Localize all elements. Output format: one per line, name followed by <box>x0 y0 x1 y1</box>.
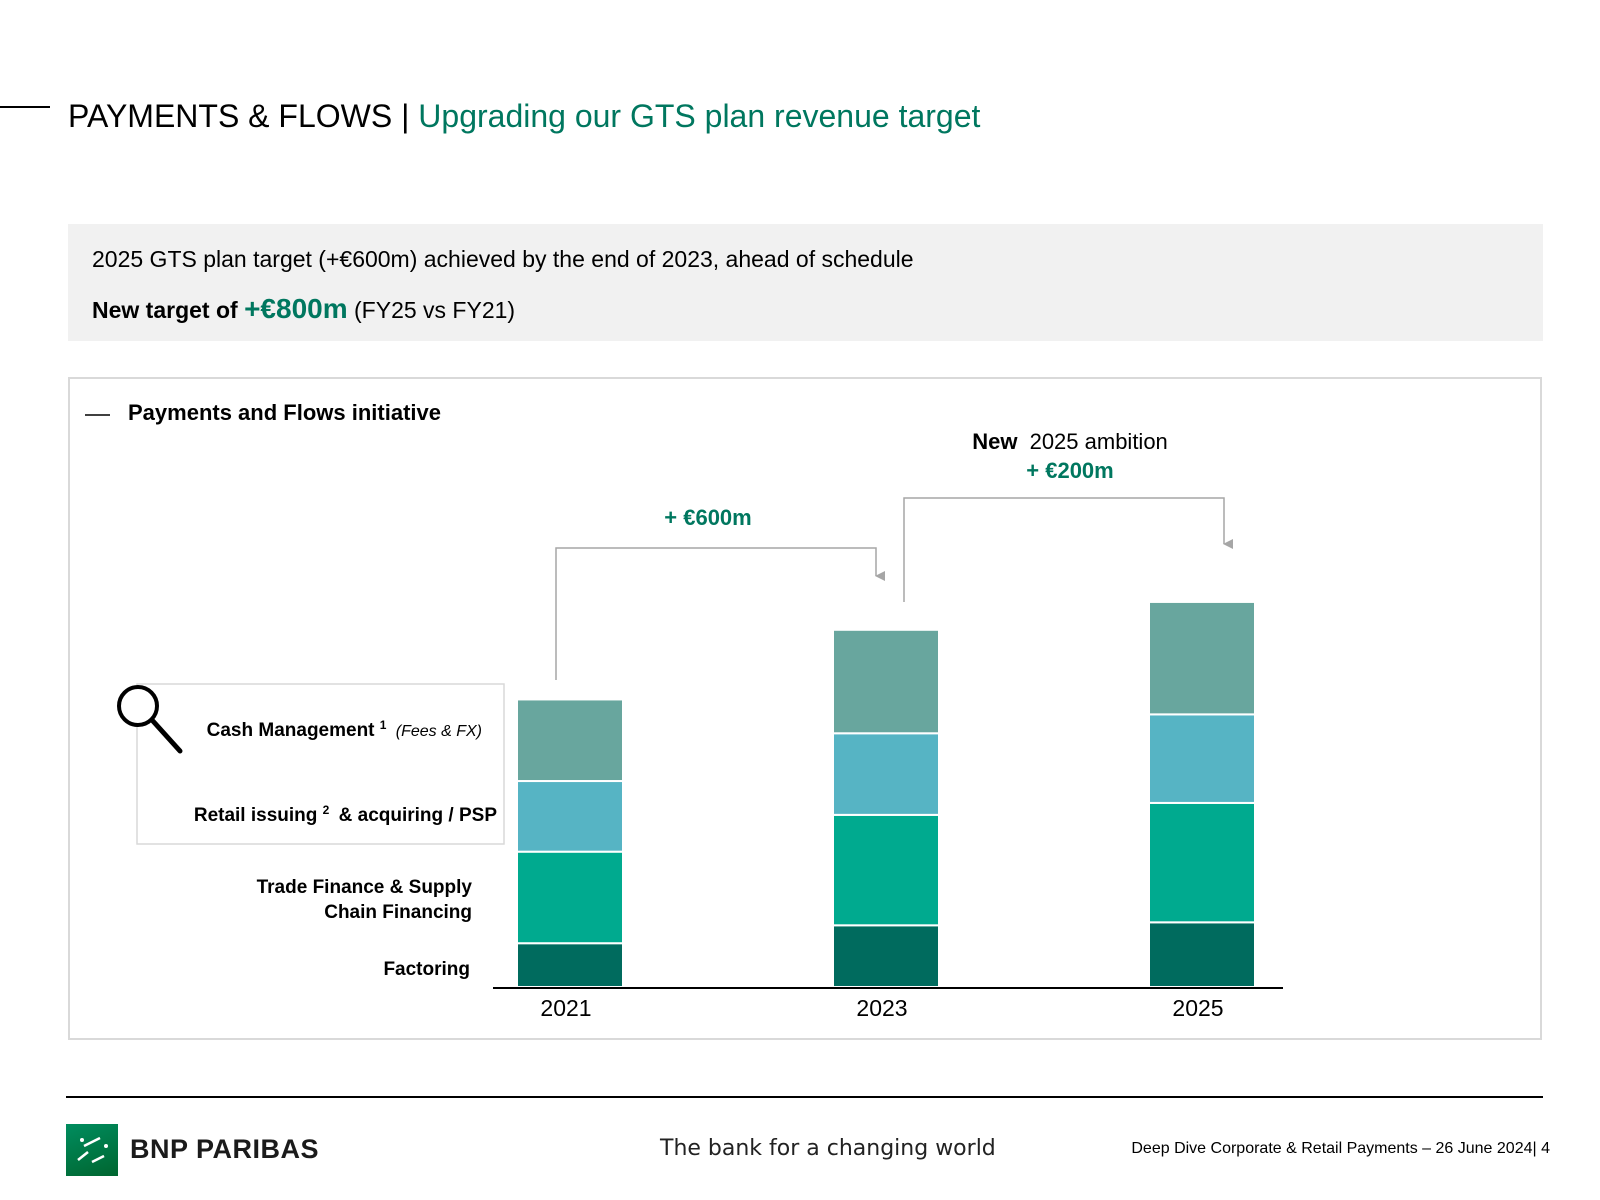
new-target-suffix: (FY25 vs FY21) <box>354 297 516 323</box>
bar-2021-seg-2 <box>516 780 624 853</box>
legend-retail-sup: 2 <box>323 803 330 817</box>
brand-name: BNP PARIBAS <box>130 1134 320 1164</box>
legend-trade-line-1: Trade Finance & Supply <box>257 877 473 898</box>
summary-line-2: New target of +€800m (FY25 vs FY21) <box>92 292 515 327</box>
title-rule <box>0 106 50 108</box>
connector-2021-2023 <box>555 547 885 680</box>
x-tick-2025: 2025 <box>1172 995 1223 1021</box>
magnifier-icon <box>117 685 183 754</box>
bar-group <box>516 600 1256 989</box>
page-title: PAYMENTS & FLOWS | Upgrading our GTS pla… <box>68 96 980 136</box>
step-value: + €600m <box>664 505 751 530</box>
bnp-logo-icon <box>66 1124 118 1176</box>
chart-panel <box>68 377 1542 1040</box>
page-title-main: PAYMENTS & FLOWS | <box>68 98 410 134</box>
bar-2025-seg-0 <box>1148 921 1256 989</box>
bar-2023-seg-3 <box>832 628 940 735</box>
legend-trade-line-2: Chain Financing <box>324 902 472 923</box>
bar-2023-seg-0 <box>832 924 940 988</box>
bar-2021-seg-0 <box>516 942 624 988</box>
panel-title: Payments and Flows initiative <box>128 400 441 425</box>
summary-line-1: 2025 GTS plan target (+€600m) achieved b… <box>92 246 914 272</box>
slogan: The bank for a changing world <box>660 1136 996 1161</box>
x-tick-2021: 2021 <box>540 995 591 1021</box>
bar-2021-seg-3 <box>516 698 624 783</box>
x-tick-2023: 2023 <box>856 995 907 1021</box>
legend-callout-box <box>136 683 505 845</box>
legend-cash-management-note: (Fees & FX) <box>396 723 482 740</box>
legend-retail-suffix: & acquiring / PSP <box>339 805 498 826</box>
connector-2023-2025 <box>903 497 1233 602</box>
x-tick-labels: 2021 2023 2025 <box>540 995 1223 1021</box>
new-target-value: +€800m <box>244 293 348 324</box>
legend-retail: Retail issuing 2 & acquiring / PSP <box>194 798 497 826</box>
ambition-label-bold: New <box>972 429 1018 454</box>
bar-2023-seg-1 <box>832 813 940 927</box>
bar-2023-seg-2 <box>832 732 940 816</box>
bar-2025-seg-3 <box>1148 600 1256 716</box>
legend-retail-prefix: Retail issuing <box>194 805 318 826</box>
summary-box: 2025 GTS plan target (+€600m) achieved b… <box>68 224 1543 341</box>
page-title-sub: Upgrading our GTS plan revenue target <box>418 98 981 134</box>
legend-cash-management-sup: 1 <box>380 718 387 732</box>
ambition-label-rest: 2025 ambition <box>1030 429 1168 454</box>
footer-rule <box>66 1096 1543 1098</box>
legend-cash-management: Cash Management 1 (Fees & FX) <box>207 713 482 741</box>
deck-footnote: Deep Dive Corporate & Retail Payments – … <box>1131 1140 1550 1157</box>
bar-2021-seg-1 <box>516 850 624 945</box>
ambition-value: + €200m <box>1026 458 1113 483</box>
ambition-label: New 2025 ambition <box>972 429 1168 454</box>
bar-2025-seg-2 <box>1148 713 1256 804</box>
legend-cash-management-name: Cash Management <box>207 720 376 741</box>
legend-factoring: Factoring <box>383 959 470 980</box>
bar-2025-seg-1 <box>1148 801 1256 924</box>
new-target-label: New target of <box>92 297 238 323</box>
